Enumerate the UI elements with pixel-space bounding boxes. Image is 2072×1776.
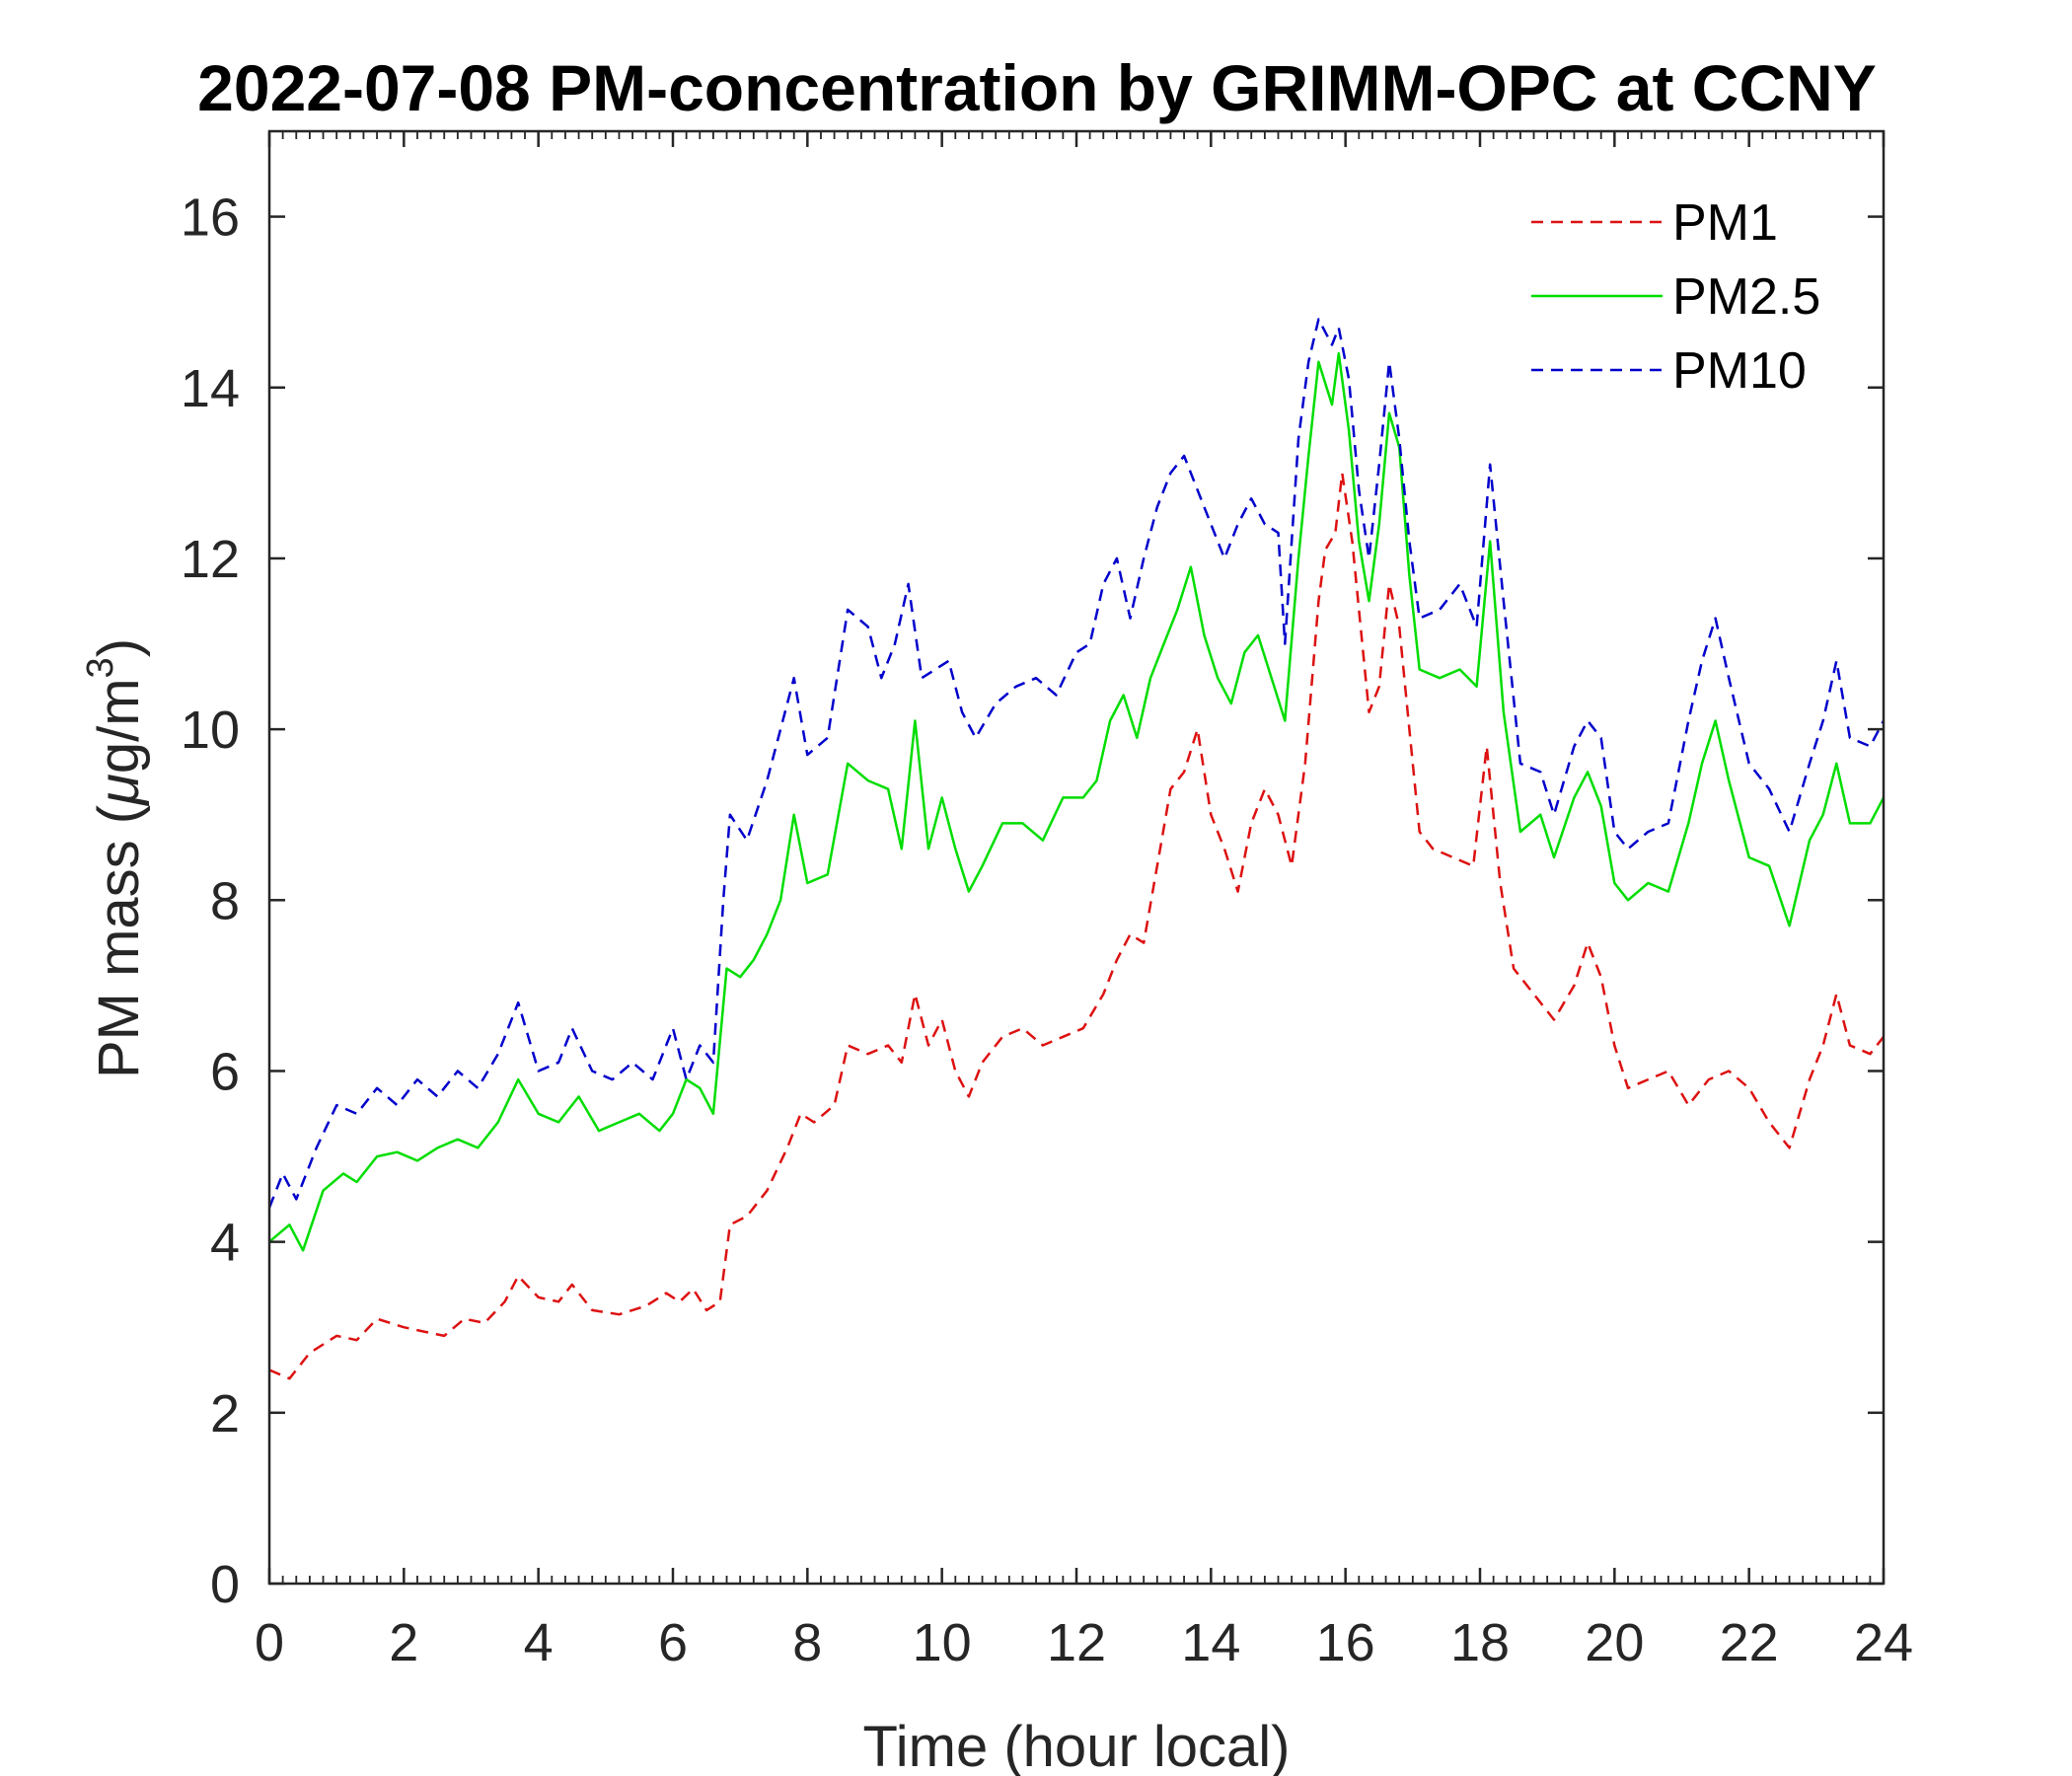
x-tick-label-2: 4 bbox=[524, 1613, 554, 1672]
y-axis-label: PM mass (μg/m3) bbox=[80, 638, 151, 1078]
y-axis-label-sup: 3 bbox=[80, 657, 121, 678]
x-tick-label-3: 6 bbox=[658, 1613, 688, 1672]
y-tick-label-0: 0 bbox=[210, 1555, 240, 1614]
y-tick-label-5: 10 bbox=[181, 701, 240, 760]
y-axis-label-close: ) bbox=[87, 638, 151, 657]
y-axis-label-main: PM mass ( bbox=[87, 805, 151, 1078]
x-tick-label-8: 16 bbox=[1316, 1613, 1375, 1672]
legend-label-pm1: PM1 bbox=[1672, 194, 1778, 252]
y-tick-label-2: 4 bbox=[210, 1214, 240, 1273]
series-line-2 bbox=[267, 318, 1886, 1209]
series-line-0 bbox=[268, 472, 1885, 1380]
x-tick-label-5: 10 bbox=[913, 1613, 972, 1672]
y-tick-label-3: 6 bbox=[210, 1042, 240, 1101]
y-axis-label-mu: μ bbox=[87, 774, 151, 807]
x-tick-label-9: 18 bbox=[1450, 1613, 1510, 1672]
legend-label-pm10: PM10 bbox=[1672, 342, 1807, 400]
x-tick-label-10: 20 bbox=[1585, 1613, 1644, 1672]
x-tick-label-1: 2 bbox=[389, 1613, 418, 1672]
y-tick-label-6: 12 bbox=[181, 530, 240, 589]
x-tick-label-4: 8 bbox=[792, 1613, 822, 1672]
y-tick-label-8: 16 bbox=[181, 188, 240, 248]
x-axis-label: Time (hour local) bbox=[863, 1715, 1291, 1776]
chart-title: 2022-07-08 PM-concentration by GRIMM-OPC… bbox=[197, 51, 1877, 124]
series-line-1 bbox=[268, 351, 1886, 1252]
tick-layer bbox=[267, 131, 1886, 1586]
legend: PM1 PM2.5 PM10 bbox=[1510, 187, 1835, 405]
y-tick-label-1: 2 bbox=[210, 1384, 240, 1443]
series-layer bbox=[267, 318, 1886, 1380]
legend-label-pm25: PM2.5 bbox=[1672, 268, 1820, 326]
x-tick-label-6: 12 bbox=[1047, 1613, 1106, 1672]
x-tick-label-11: 22 bbox=[1720, 1613, 1779, 1672]
x-tick-label-12: 24 bbox=[1854, 1613, 1913, 1672]
x-tick-label-0: 0 bbox=[255, 1613, 284, 1672]
y-tick-label-7: 14 bbox=[181, 359, 240, 418]
y-axis-label-unit: g/m bbox=[87, 678, 151, 774]
y-tick-label-4: 8 bbox=[210, 871, 240, 930]
x-tick-label-7: 14 bbox=[1181, 1613, 1240, 1672]
